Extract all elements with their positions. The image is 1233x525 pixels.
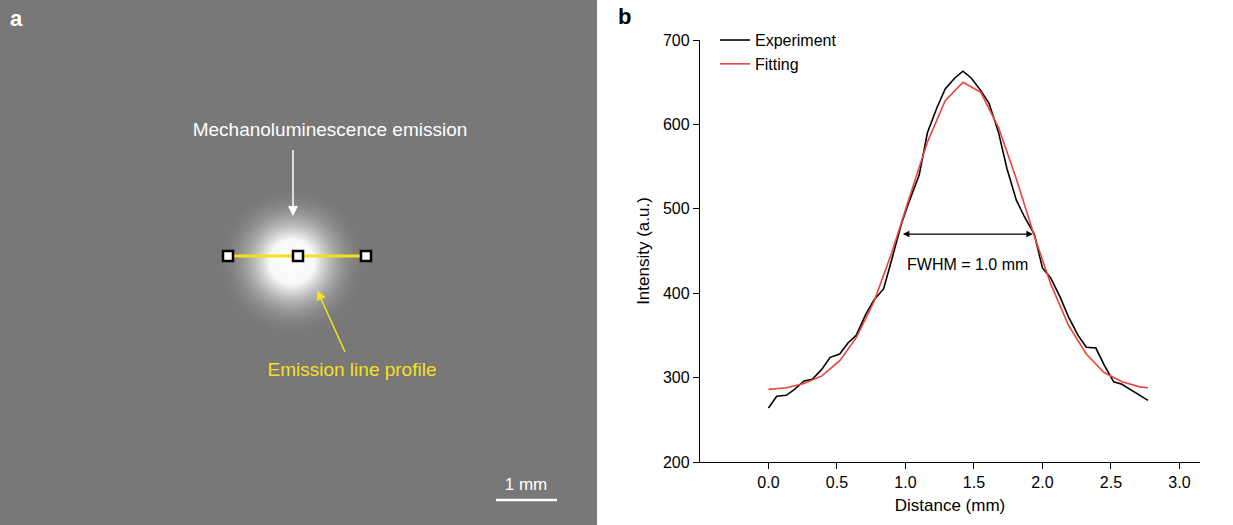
html-text:b: b [618, 4, 632, 29]
svg-text:500: 500 [663, 200, 690, 217]
svg-text:1.0: 1.0 [894, 474, 916, 491]
svg-text:Distance (mm): Distance (mm) [895, 496, 1006, 515]
svg-text:400: 400 [663, 285, 690, 302]
svg-text:200: 200 [663, 454, 690, 471]
svg-text:3.0: 3.0 [1168, 474, 1190, 491]
svg-text:FWHM = 1.0 mm: FWHM = 1.0 mm [907, 256, 1028, 273]
html-text:a: a [10, 6, 23, 31]
svg-text:1.5: 1.5 [963, 474, 985, 491]
svg-text:0.5: 0.5 [826, 474, 848, 491]
svg-text:Experiment: Experiment [755, 32, 836, 49]
svg-text:2.5: 2.5 [1100, 474, 1122, 491]
svg-text:Mechanoluminescence emission: Mechanoluminescence emission [193, 119, 468, 140]
svg-text:600: 600 [663, 116, 690, 133]
svg-text:Intensity (a.u.): Intensity (a.u.) [634, 197, 653, 305]
svg-text:700: 700 [663, 32, 690, 49]
svg-text:2.0: 2.0 [1031, 474, 1053, 491]
svg-text:300: 300 [663, 369, 690, 386]
svg-text:Fitting: Fitting [755, 56, 799, 73]
svg-text:0.0: 0.0 [757, 474, 779, 491]
svg-text:1 mm: 1 mm [505, 475, 548, 494]
svg-text:Emission line profile: Emission line profile [268, 359, 437, 380]
